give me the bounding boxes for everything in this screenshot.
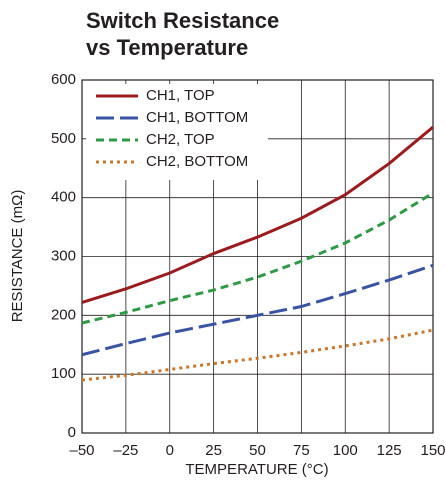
y-tick-label: 0: [68, 424, 76, 441]
series-line: [81, 328, 434, 382]
x-tick-label: –50: [69, 442, 94, 459]
x-tick-label: 25: [205, 442, 222, 459]
y-tick-label: 600: [51, 71, 76, 88]
y-axis-label: RESISTANCE (mΩ): [9, 190, 26, 323]
legend-label: CH1, BOTTOM: [146, 109, 248, 126]
y-tick-label: 500: [51, 130, 76, 147]
series-line: [81, 125, 434, 304]
legend-box: [86, 84, 268, 180]
plot-frame: [81, 79, 434, 434]
x-tick-label: 50: [249, 442, 266, 459]
chart-title: vs Temperature: [86, 35, 248, 60]
x-tick-label: 0: [166, 442, 174, 459]
x-tick-label: –25: [113, 442, 138, 459]
legend-label: CH2, TOP: [146, 131, 215, 148]
x-tick-label: 75: [293, 442, 310, 459]
y-tick-label: 300: [51, 247, 76, 264]
legend-label: CH2, BOTTOM: [146, 153, 248, 170]
y-tick-label: 400: [51, 189, 76, 206]
chart-title: Switch Resistance: [86, 8, 279, 33]
series-line: [81, 263, 434, 357]
x-axis-label: TEMPERATURE (°C): [185, 461, 328, 478]
x-tick-label: 150: [420, 442, 445, 459]
y-tick-label: 100: [51, 365, 76, 382]
legend-label: CH1, TOP: [146, 87, 215, 104]
x-tick-label: 100: [333, 442, 358, 459]
y-tick-label: 200: [51, 306, 76, 323]
x-tick-label: 125: [377, 442, 402, 459]
